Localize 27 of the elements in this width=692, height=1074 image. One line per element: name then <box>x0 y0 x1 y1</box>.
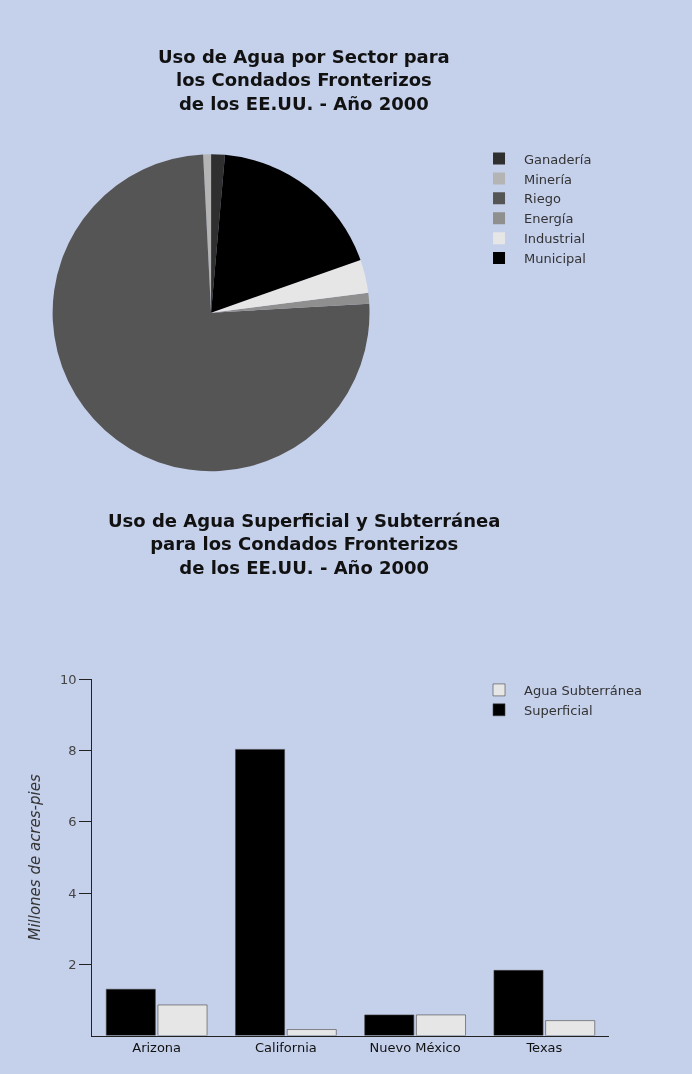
x-tick-label: Arizona <box>132 1040 182 1056</box>
legend-label: Minería <box>524 171 573 187</box>
legend-label: Agua Subterránea <box>524 682 642 698</box>
pie-slice <box>52 154 370 472</box>
legend-label: Municipal <box>524 251 586 267</box>
chart-title: Uso de Agua Superficial y Subterránea para los Condados Fronterizos de los EE.UU. - Año 2000 <box>108 510 501 578</box>
y-tick-label: 6 <box>68 814 77 830</box>
legend-label: Superficial <box>524 702 593 718</box>
y-axis-title: Millones de acres-pies <box>26 774 45 941</box>
y-tick-label: 2 <box>68 956 77 972</box>
x-tick-label: Texas <box>525 1040 563 1056</box>
pie-slice <box>211 154 361 313</box>
x-tick-label: California <box>255 1040 317 1056</box>
bar <box>364 1014 415 1036</box>
pie-slice <box>211 259 369 313</box>
chart-title: Uso de Agua por Sector para los Condados Fronterizos de los EE.UU. - Año 2000 <box>158 46 450 114</box>
y-tick-label: 8 <box>68 743 77 759</box>
legend-label: Industrial <box>524 231 585 247</box>
y-tick-label: 4 <box>68 885 77 901</box>
bar <box>416 1014 466 1036</box>
y-tick-label: 10 <box>59 671 77 687</box>
x-tick-label: Nuevo México <box>369 1040 461 1056</box>
legend-label: Riego <box>524 191 561 207</box>
bar <box>235 749 285 1036</box>
bar <box>286 1029 337 1036</box>
legend-label: Ganadería <box>524 151 592 167</box>
legend-label: Energía <box>524 211 574 227</box>
